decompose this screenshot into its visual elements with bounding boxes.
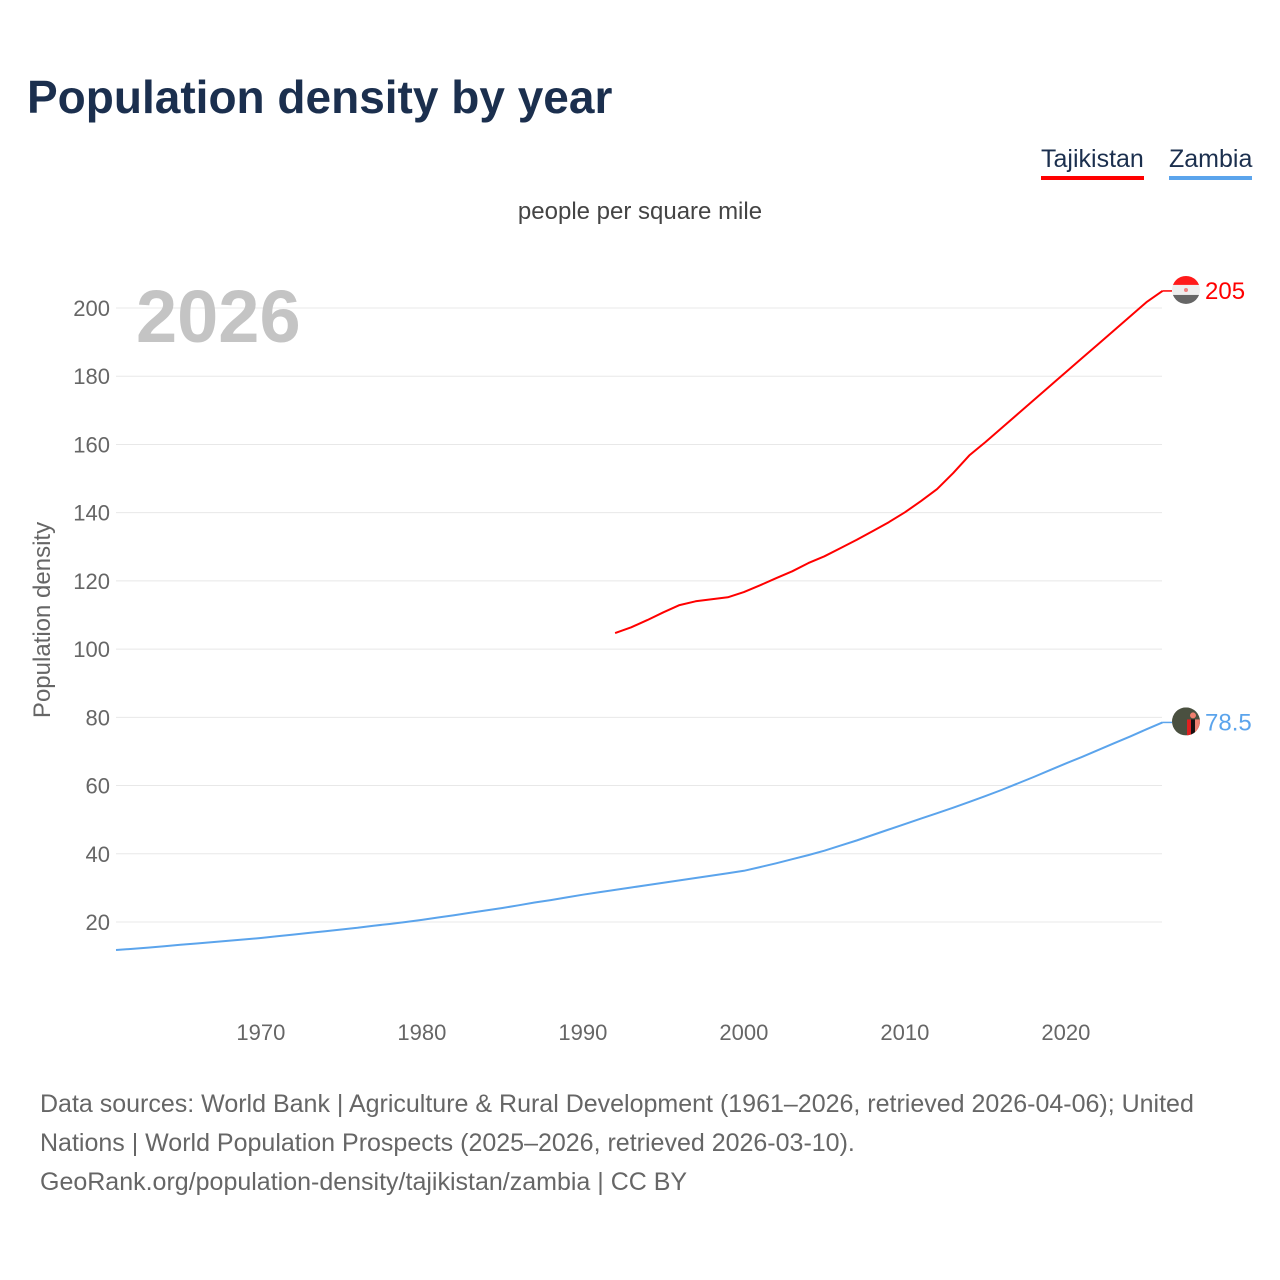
- x-tick-label: 1970: [236, 1020, 285, 1045]
- x-tick-label: 1980: [397, 1020, 446, 1045]
- y-tick-label: 20: [86, 910, 110, 935]
- x-tick-label: 2020: [1041, 1020, 1090, 1045]
- chart-subtitle: people per square mile: [517, 198, 763, 225]
- footer-sources: Data sources: World Bank | Agriculture &…: [40, 1085, 1250, 1202]
- x-tick-label: 2010: [880, 1020, 929, 1045]
- chart-title: Population density by year: [27, 71, 613, 123]
- y-tick-label: 160: [73, 432, 110, 457]
- legend-zambia[interactable]: Zambia: [1169, 145, 1253, 180]
- end-value-label: 205: [1205, 278, 1245, 305]
- y-tick-label: 100: [73, 637, 110, 662]
- tajikistan-flag-icon: [1172, 275, 1200, 304]
- line-chart: 20 40 60 80 100 120 140 160 180 200 1970 1980 1990 20…: [29, 275, 1252, 1045]
- end-value-label: 78.5: [1205, 709, 1252, 736]
- y-tick-label: 80: [86, 705, 110, 730]
- x-tick-label: 2000: [719, 1020, 768, 1045]
- y-tick-label: 120: [73, 569, 110, 594]
- y-tick-label: 40: [86, 842, 110, 867]
- y-tick-label: 180: [73, 364, 110, 389]
- source-url[interactable]: GeoRank.org/population-density/tajikista…: [40, 1168, 688, 1196]
- series-line-tajikistan: [614, 290, 1164, 635]
- y-tick-label: 200: [73, 296, 110, 321]
- y-axis-label: Population density: [29, 522, 56, 718]
- sources-text: Data sources: World Bank | Agriculture &…: [40, 1090, 1194, 1157]
- zambia-flag-icon: [1172, 707, 1200, 736]
- y-tick-label: 60: [86, 774, 110, 799]
- series-line-zambia: [115, 721, 1163, 951]
- year-watermark: 2026: [136, 275, 301, 358]
- x-tick-label: 1990: [558, 1020, 607, 1045]
- y-tick-label: 140: [73, 501, 110, 526]
- legend-tajikistan[interactable]: Tajikistan: [1041, 145, 1144, 180]
